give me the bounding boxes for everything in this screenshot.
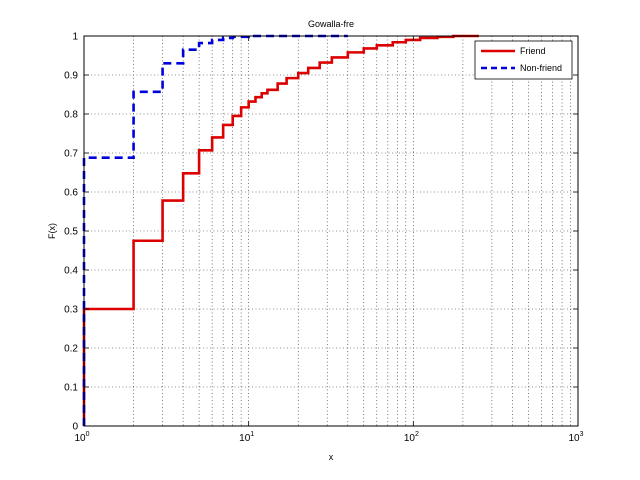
y-tick-label: 1 xyxy=(72,32,78,43)
y-tick-label: 0.4 xyxy=(64,266,78,277)
y-tick-label: 0.3 xyxy=(64,305,78,316)
y-tick-label: 0.1 xyxy=(64,383,78,394)
legend-label-friend: Friend xyxy=(520,46,546,56)
x-tick-label: 101 xyxy=(239,431,254,444)
ticks xyxy=(83,35,579,427)
y-tick-label: 0 xyxy=(72,422,78,433)
x-tick-label: 102 xyxy=(404,431,419,444)
legend-label-non-friend: Non-friend xyxy=(520,63,562,73)
y-tick-label: 0.7 xyxy=(64,149,78,160)
x-axis-label: x xyxy=(329,452,334,462)
y-tick-label: 0.5 xyxy=(64,227,78,238)
series-layer xyxy=(82,34,479,426)
y-tick-label: 0.2 xyxy=(64,344,78,355)
chart-title: Gowalla-fre xyxy=(308,19,354,29)
y-tick-label: 0.8 xyxy=(64,110,78,121)
legend: Friend Non-friend xyxy=(474,40,573,80)
y-tick-label: 0.6 xyxy=(64,188,78,199)
y-tick-label: 0.9 xyxy=(64,71,78,82)
legend-box xyxy=(474,40,573,80)
series-line-non-friend xyxy=(82,34,348,426)
series-line-friend xyxy=(82,34,479,426)
tick-labels: 0 0.1 0.2 0.3 0.4 0.5 0.6 0.7 0.8 0.9 1 100 101 102 10… xyxy=(64,32,584,445)
y-axis-label: F(x) xyxy=(47,223,57,239)
x-tick-label: 103 xyxy=(568,431,583,444)
plot-area xyxy=(84,36,578,426)
x-tick-label: 100 xyxy=(74,431,89,444)
